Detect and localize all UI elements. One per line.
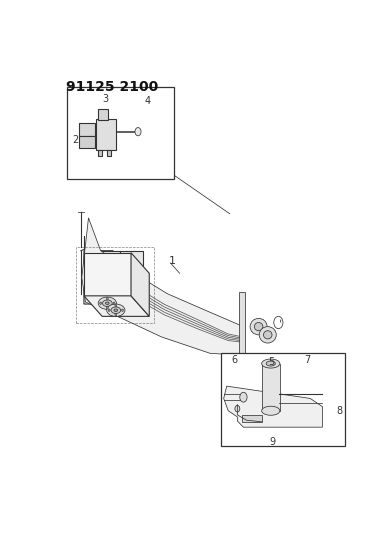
Circle shape bbox=[115, 304, 117, 307]
Text: 5: 5 bbox=[268, 357, 274, 367]
Text: 2: 2 bbox=[72, 135, 78, 145]
Ellipse shape bbox=[263, 330, 272, 339]
Text: 1: 1 bbox=[169, 256, 176, 266]
Polygon shape bbox=[98, 109, 108, 120]
Circle shape bbox=[235, 406, 240, 412]
Polygon shape bbox=[120, 251, 143, 296]
Polygon shape bbox=[224, 386, 322, 427]
Polygon shape bbox=[84, 296, 149, 317]
Circle shape bbox=[115, 313, 117, 316]
Ellipse shape bbox=[250, 318, 267, 335]
Polygon shape bbox=[107, 150, 111, 156]
Text: 9: 9 bbox=[269, 437, 275, 447]
Ellipse shape bbox=[111, 307, 121, 313]
Ellipse shape bbox=[266, 361, 275, 366]
Ellipse shape bbox=[254, 322, 263, 330]
Text: 3: 3 bbox=[102, 94, 108, 104]
Polygon shape bbox=[79, 136, 94, 148]
Text: 7: 7 bbox=[304, 356, 310, 365]
Ellipse shape bbox=[107, 304, 125, 317]
Polygon shape bbox=[96, 119, 116, 150]
Polygon shape bbox=[79, 124, 94, 136]
Ellipse shape bbox=[262, 359, 280, 368]
Polygon shape bbox=[233, 353, 252, 360]
Circle shape bbox=[100, 302, 102, 304]
Circle shape bbox=[122, 309, 123, 311]
Polygon shape bbox=[84, 251, 122, 304]
Polygon shape bbox=[131, 253, 149, 317]
Ellipse shape bbox=[105, 302, 109, 304]
Ellipse shape bbox=[114, 309, 118, 311]
Circle shape bbox=[108, 309, 110, 311]
Circle shape bbox=[240, 392, 247, 402]
Text: 8: 8 bbox=[336, 406, 342, 416]
Polygon shape bbox=[242, 415, 261, 422]
Polygon shape bbox=[261, 364, 280, 411]
Text: 4: 4 bbox=[145, 96, 151, 106]
Circle shape bbox=[106, 306, 108, 309]
Circle shape bbox=[113, 302, 115, 304]
Bar bbox=[67, 86, 174, 179]
Polygon shape bbox=[84, 251, 120, 296]
Polygon shape bbox=[82, 218, 243, 356]
Text: 6: 6 bbox=[231, 356, 238, 365]
Circle shape bbox=[135, 127, 141, 136]
Text: 91125 2100: 91125 2100 bbox=[66, 79, 158, 94]
Ellipse shape bbox=[259, 327, 276, 343]
Ellipse shape bbox=[262, 406, 280, 415]
Ellipse shape bbox=[102, 300, 112, 306]
Ellipse shape bbox=[98, 297, 116, 309]
Polygon shape bbox=[98, 150, 102, 156]
Bar bbox=[221, 353, 345, 446]
Polygon shape bbox=[84, 253, 131, 296]
Polygon shape bbox=[239, 292, 245, 356]
Circle shape bbox=[106, 297, 108, 300]
